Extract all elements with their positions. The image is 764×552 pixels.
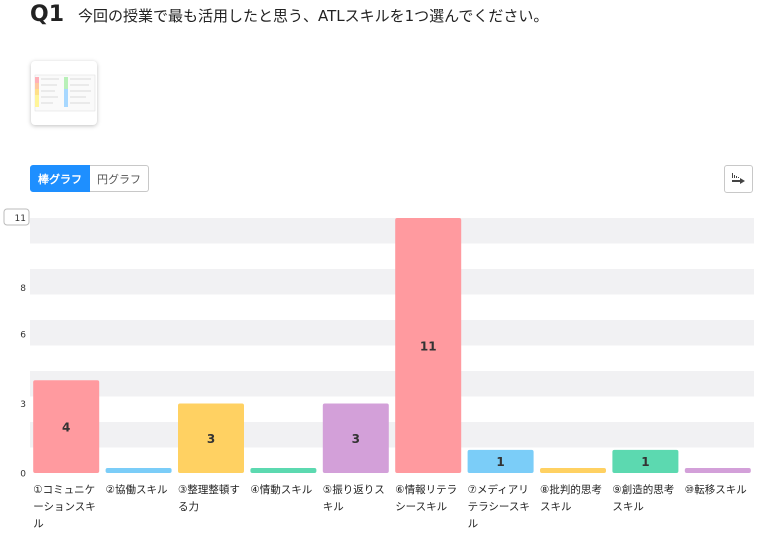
bar[interactable] [540,468,606,473]
x-category-label: ⑧批判的思考スキル [540,484,602,513]
bar[interactable] [178,403,244,473]
grid-band [30,218,754,244]
grid-band [30,294,754,320]
export-icon [731,173,745,184]
grid-band [30,345,754,371]
bar-chart: 036811114331111 [3,208,754,480]
bar-value-label: 11 [420,340,437,354]
y-tick-label: 6 [20,330,26,340]
grid-band [30,320,754,346]
y-tick-label: 3 [20,400,26,410]
question-number: Q1 [30,2,65,27]
bar[interactable] [250,468,317,473]
bar-chart-tab[interactable]: 棒グラフ [30,165,90,192]
y-tick-label: 8 [20,284,26,294]
bar[interactable] [105,468,172,473]
rubric-thumbnail-image[interactable] [31,61,97,125]
bar-value-label: 3 [207,432,215,446]
export-button[interactable] [724,165,753,193]
pie-chart-tab[interactable]: 円グラフ [90,165,149,192]
x-category-label: ③整理整頓する力 [178,484,240,513]
bar[interactable] [33,380,100,473]
x-category-label: ②協働スキル [105,484,168,496]
bar[interactable] [395,218,462,473]
x-category-label: ⑩転移スキル [684,484,747,496]
x-category-label: ①コミュニケーションスキル [33,484,96,530]
x-category-label: ⑨創造的思考スキル [612,484,675,513]
bar-value-label: 1 [641,455,649,469]
chart-type-toggle: 棒グラフ 円グラフ [30,165,149,192]
x-category-label: ④情動スキル [250,484,313,496]
bar[interactable] [467,449,534,473]
grid-band [30,396,754,422]
question-header: Q1 今回の授業で最も活用したと思う、ATLスキルを1つ選んでください。 [30,2,548,27]
x-category-label: ⑤振り返りスキル [322,484,385,513]
y-max-label-box [3,208,30,226]
x-category-label: ⑥情報リテラシースキル [395,484,458,513]
bar-value-label: 1 [496,455,504,469]
grid-band [30,371,754,397]
bar[interactable] [684,468,751,473]
x-category-label: ⑦メディアリテラシースキル [467,484,530,530]
y-max-label: 11 [15,214,26,224]
x-axis-labels: ①コミュニケーションスキル ②協働スキル ③整理整頓する力 ④情動スキル ⑤振り返りスキ… [0,482,764,552]
grid-band [30,269,754,295]
bar-value-label: 3 [352,432,360,446]
grid-band [30,243,754,269]
bar-value-label: 4 [62,421,70,435]
grid-band [30,422,754,448]
bar[interactable] [322,403,389,473]
y-tick-label: 0 [20,470,26,480]
question-text: 今回の授業で最も活用したと思う、ATLスキルを1つ選んでください。 [78,7,549,25]
bar[interactable] [612,449,679,473]
